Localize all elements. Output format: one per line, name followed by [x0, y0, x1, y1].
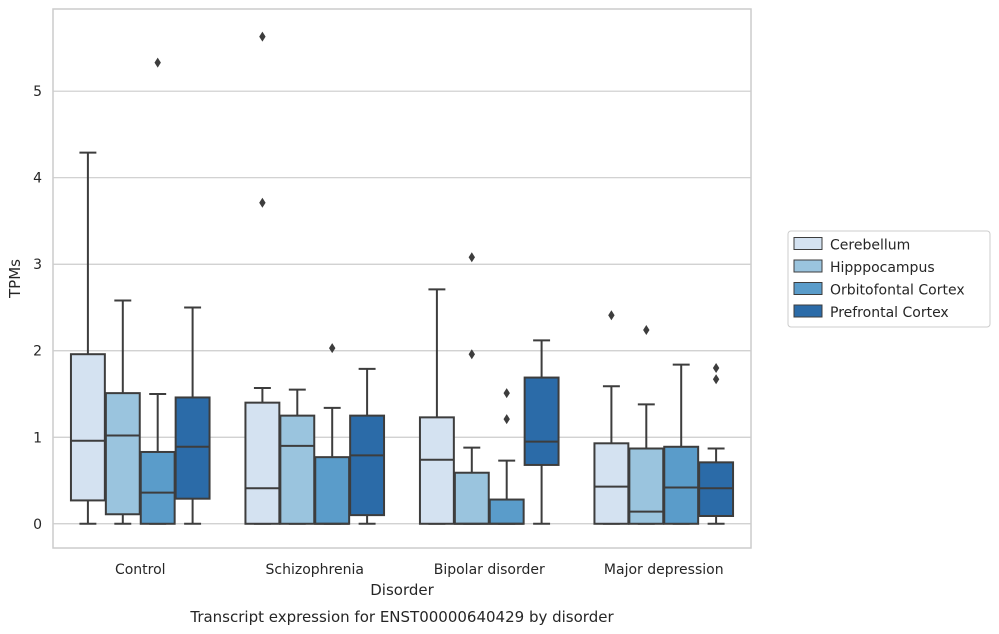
outlier-point — [712, 363, 720, 374]
legend: Cerebellum Hipppocampus Orbitofontal Corte… — [787, 230, 991, 328]
box-group — [174, 306, 211, 525]
outlier-point — [468, 252, 475, 263]
x-tick-label: Major depression — [604, 562, 724, 578]
legend-swatch — [793, 259, 823, 273]
outlier-point — [154, 57, 161, 68]
box-group — [698, 363, 735, 525]
box-plots — [69, 31, 735, 525]
y-axis-ticks: 0 1 2 3 4 5 — [33, 84, 42, 533]
legend-swatch — [793, 282, 823, 295]
x-axis-label: Disorder — [370, 581, 434, 599]
outlier-point — [643, 324, 650, 335]
box-group — [69, 151, 106, 525]
legend-swatch — [793, 237, 823, 250]
box — [314, 456, 351, 525]
box — [663, 445, 700, 525]
y-tick-label: 2 — [33, 344, 42, 360]
box-group — [104, 299, 141, 525]
x-tick-label: Control — [115, 562, 166, 578]
box — [174, 396, 211, 500]
y-tick-label: 3 — [33, 257, 42, 273]
box-group — [488, 388, 525, 525]
box-group — [628, 324, 665, 525]
box-group — [244, 31, 281, 525]
box — [349, 414, 386, 517]
box — [453, 471, 490, 525]
box-group — [523, 339, 560, 525]
box-group — [139, 57, 176, 525]
y-tick-label: 1 — [33, 430, 42, 446]
x-tick-label: Bipolar disorder — [434, 562, 545, 578]
box — [139, 450, 176, 525]
x-axis-ticks: Control Schizophrenia Bipolar disorder Majo… — [115, 562, 724, 578]
box — [244, 401, 281, 525]
box-group — [279, 388, 316, 525]
outlier-point — [259, 31, 266, 42]
legend-label: Orbitofontal Cortex — [830, 283, 965, 299]
box-group — [663, 363, 700, 525]
box — [104, 392, 141, 516]
plot-frame — [52, 8, 752, 549]
box — [418, 416, 455, 525]
legend-label: Cerebellum — [830, 238, 910, 254]
chart-title: Transcript expression for ENST0000064042… — [189, 608, 614, 626]
box — [488, 498, 525, 525]
box-group — [314, 343, 351, 525]
x-tick-label: Schizophrenia — [266, 562, 364, 578]
legend-label: Hipppocampus — [830, 260, 935, 276]
legend-label: Prefrontal Cortex — [830, 305, 949, 321]
y-tick-label: 0 — [33, 517, 42, 533]
box — [279, 414, 316, 525]
legend-frame — [787, 230, 991, 328]
box — [69, 353, 106, 502]
outlier-point — [259, 197, 266, 208]
legend-swatch — [793, 304, 823, 318]
outlier-point — [503, 388, 510, 399]
box-group — [418, 288, 455, 525]
y-tick-label: 5 — [33, 84, 42, 100]
outlier-point — [608, 310, 615, 321]
y-tick-label: 4 — [33, 171, 42, 187]
box — [523, 376, 560, 466]
box-group — [349, 367, 386, 525]
y-axis-label: TPMs — [6, 259, 24, 299]
outlier-point — [468, 349, 475, 360]
box — [593, 442, 630, 525]
outlier-point — [503, 414, 510, 425]
box-group — [453, 252, 490, 525]
outlier-point — [712, 374, 720, 385]
box-group — [593, 310, 630, 525]
outlier-point — [329, 343, 336, 354]
